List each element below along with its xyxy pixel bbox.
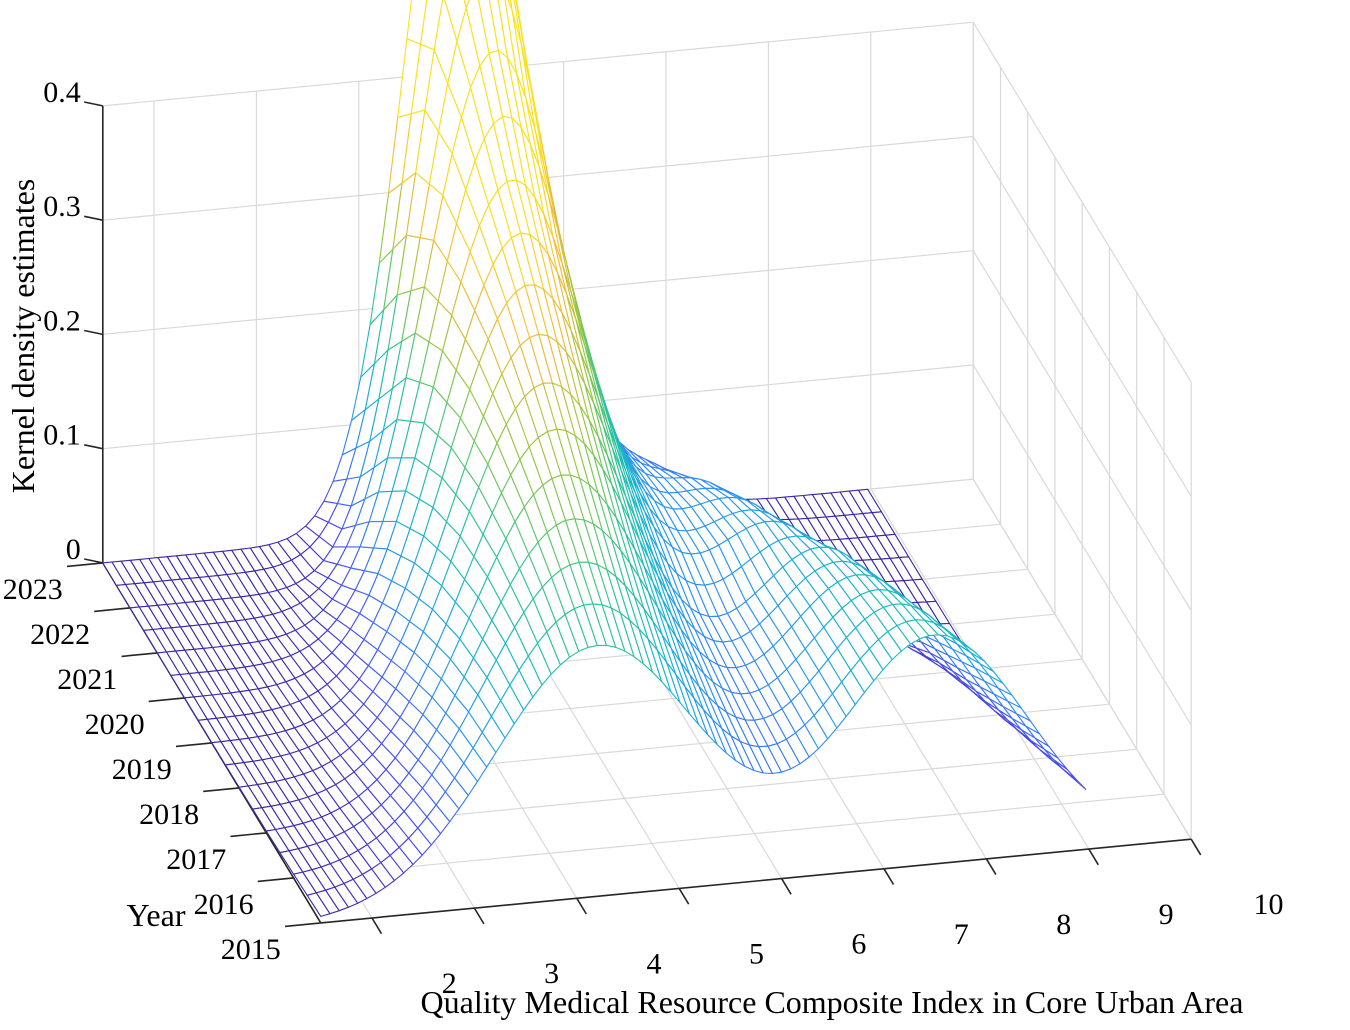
y-tick-label: 2018: [139, 798, 199, 831]
y-axis-title: Year: [127, 897, 186, 933]
x-tick-label: 9: [1159, 898, 1174, 931]
y-tick-mark: [230, 832, 267, 838]
z-tick-label: 0.4: [43, 76, 81, 109]
side-wall-grid-line: [972, 250, 1192, 612]
x-tick-mark: [576, 897, 587, 915]
surface-mesh: [102, 0, 1087, 917]
x-tick-mark: [780, 878, 792, 895]
x-tick-label: 8: [1056, 908, 1071, 941]
z-tick-mark: [84, 101, 103, 107]
x-axis-line: [320, 838, 1192, 924]
y-tick-mark: [66, 562, 103, 568]
y-tick-mark: [203, 787, 240, 793]
y-tick-mark: [94, 607, 131, 613]
x-tick-mark: [1190, 838, 1202, 856]
side-wall-grid-line: [972, 21, 1192, 383]
x-axis-title: Quality Medical Resource Composite Index…: [421, 984, 1244, 1020]
side-wall-grid-line: [972, 364, 1192, 726]
y-tick-mark: [284, 922, 321, 928]
x-tick-label: 7: [954, 918, 969, 951]
x-tick-label: 6: [851, 928, 866, 961]
z-tick-label: 0.1: [43, 419, 81, 452]
z-tick-mark: [84, 558, 103, 564]
x-tick-mark: [1088, 848, 1099, 866]
z-tick-mark: [84, 444, 103, 450]
floor-grid-line: [293, 793, 1165, 879]
z-tick-mark: [84, 215, 103, 221]
x-tick-mark: [371, 917, 383, 935]
x-tick-label: 10: [1254, 888, 1284, 921]
x-tick-mark: [985, 858, 997, 876]
y-tick-mark: [148, 697, 185, 703]
y-tick-label: 2022: [30, 618, 90, 651]
x-tick-mark: [883, 868, 895, 885]
y-tick-label: 2023: [3, 573, 63, 606]
y-tick-mark: [257, 877, 294, 883]
x-tick-mark: [678, 888, 690, 905]
y-tick-label: 2015: [221, 933, 281, 966]
z-tick-label: 0: [66, 533, 81, 566]
side-wall-grid-line: [972, 478, 1192, 840]
x-tick-label: 2: [442, 967, 457, 1000]
y-tick-label: 2017: [166, 843, 226, 876]
y-tick-label: 2021: [57, 663, 117, 696]
z-axis-title: Kernel density estimates: [5, 179, 41, 494]
surface-cell: [1062, 768, 1087, 790]
x-tick-label: 5: [749, 938, 764, 971]
x-tick-mark: [473, 907, 485, 925]
y-tick-label: 2016: [194, 888, 254, 921]
y-tick-label: 2020: [85, 708, 145, 741]
x-tick-label: 3: [544, 957, 559, 990]
z-tick-mark: [84, 329, 103, 336]
z-tick-label: 0.3: [43, 190, 81, 223]
y-tick-mark: [175, 742, 212, 748]
side-wall-grid-line: [972, 136, 1192, 497]
y-tick-label: 2019: [112, 753, 172, 786]
label-layer: 2 3 4 5 6 7 8 9 10 2015 2016 2017 2018 2019 2020 2021 20…: [3, 76, 1284, 1000]
back-wall-grid-line: [102, 21, 974, 107]
y-tick-mark: [121, 652, 158, 658]
x-tick-label: 4: [647, 947, 662, 980]
z-tick-label: 0.2: [43, 304, 81, 337]
